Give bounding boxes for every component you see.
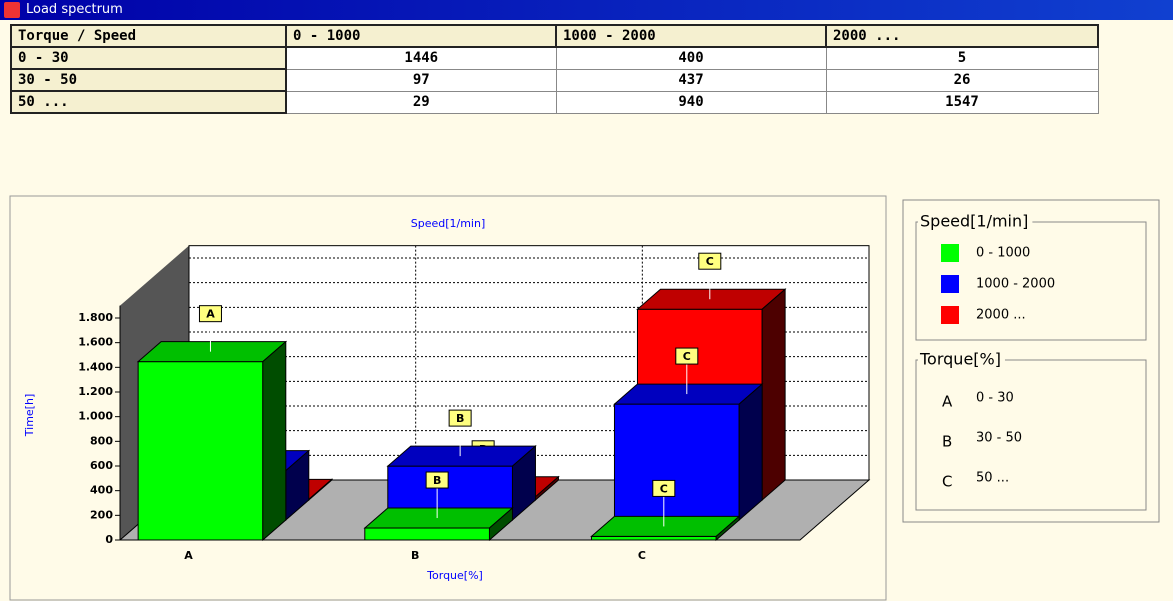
x-tick-label: A (184, 549, 193, 562)
bar (590, 515, 741, 542)
x-tick-label: C (638, 549, 646, 562)
table-cell: 30 - 50 (10, 68, 287, 92)
label-box (652, 479, 676, 497)
y-tick-label: 600 (90, 459, 113, 472)
y-axis-label: Time[h] (23, 394, 36, 437)
bar-top (363, 507, 514, 529)
legend-title-bg (918, 351, 1005, 369)
row: 0 - 30 1446 400 5 (10, 46, 1099, 70)
legend-label: 30 - 50 (976, 431, 1022, 446)
header-row: Torque / Speed 0 - 1000 1000 - 2000 2000 ..… (10, 24, 1099, 48)
bar (613, 382, 764, 522)
y-tick-label: 1.400 (78, 360, 113, 373)
legend-label: 50 ... (976, 471, 1009, 486)
bar-side (738, 382, 763, 522)
bar-label: C (660, 482, 668, 495)
bar-label: B (456, 412, 464, 425)
table-cell: 29 (285, 90, 557, 114)
bar-top (613, 383, 764, 405)
table-cell: 97 (285, 68, 557, 92)
table-cell: 437 (555, 68, 827, 92)
legend-label: 1000 - 2000 (976, 277, 1055, 292)
table-cell: 0 - 1000 (285, 24, 557, 48)
x-tick-label: B (411, 549, 419, 562)
window-title: Load spectrum (26, 2, 123, 17)
bar-side (761, 288, 786, 502)
label-box (698, 252, 722, 270)
y-tick-label: 1.600 (78, 336, 113, 349)
bar-top (590, 515, 741, 537)
legend-key: B (942, 433, 952, 451)
label-box (675, 347, 699, 365)
bar-label: A (206, 308, 215, 321)
load-table: Torque / Speed 0 - 1000 1000 - 2000 2000 ..… (10, 24, 1099, 114)
legend-swatch (941, 306, 959, 324)
bar-top (136, 341, 288, 363)
bar-side (262, 340, 287, 542)
legend-label: 2000 ... (976, 308, 1026, 323)
table-cell: 0 - 30 (10, 46, 287, 70)
bar-front (613, 403, 740, 521)
bar-label: C (706, 255, 714, 268)
bar-label: C (683, 350, 691, 363)
bar-top (636, 288, 787, 310)
row: 50 ... 29 940 1547 (10, 90, 1099, 114)
y-tick-label: 1.800 (78, 311, 113, 324)
legend-label: 0 - 1000 (976, 246, 1030, 261)
app-icon (4, 2, 20, 18)
y-tick-label: 200 (90, 508, 113, 521)
table-cell: 50 ... (10, 90, 287, 114)
bar-label: B (433, 474, 441, 487)
legend-panel (902, 199, 1160, 523)
bar-side (715, 515, 740, 542)
table-cell: Torque / Speed (10, 24, 287, 48)
y-tick-label: 0 (105, 533, 113, 546)
legend-title: Speed[1/min] (920, 212, 1028, 231)
table-cell: 5 (825, 46, 1099, 70)
y-tick-label: 1.200 (78, 385, 113, 398)
bar-front (364, 527, 490, 541)
label-box (198, 305, 222, 323)
legend-title: Torque[%] (919, 350, 1001, 369)
legend-label: 0 - 30 (976, 391, 1014, 406)
label-box (425, 471, 449, 489)
bar-side (511, 445, 536, 522)
bar-top (386, 445, 537, 467)
bar-front (137, 361, 264, 541)
y-tick-label: 400 (90, 484, 113, 497)
bar-front (590, 535, 717, 541)
table-cell: 2000 ... (825, 24, 1099, 48)
table-cell: 940 (555, 90, 827, 114)
row: 30 - 50 97 437 26 (10, 68, 1099, 92)
y-tick-label: 800 (90, 434, 113, 447)
y-tick-label: 1.000 (78, 410, 113, 423)
legend-title-bg (918, 213, 1033, 231)
legend-swatch (941, 244, 959, 262)
legend-swatch (941, 275, 959, 293)
table-cell: 1547 (825, 90, 1099, 114)
legend-key: A (942, 393, 953, 411)
x-axis-label: Torque[%] (426, 569, 483, 582)
bar (363, 506, 514, 542)
table-cell: 1000 - 2000 (555, 24, 827, 48)
bar (136, 340, 288, 542)
bar-side (488, 506, 513, 542)
label-box (448, 409, 472, 427)
title-bar: Load spectrum (0, 0, 1173, 20)
legend-key: C (942, 473, 952, 491)
chart-title: Speed[1/min] (411, 217, 486, 230)
legend-group (915, 359, 1147, 511)
